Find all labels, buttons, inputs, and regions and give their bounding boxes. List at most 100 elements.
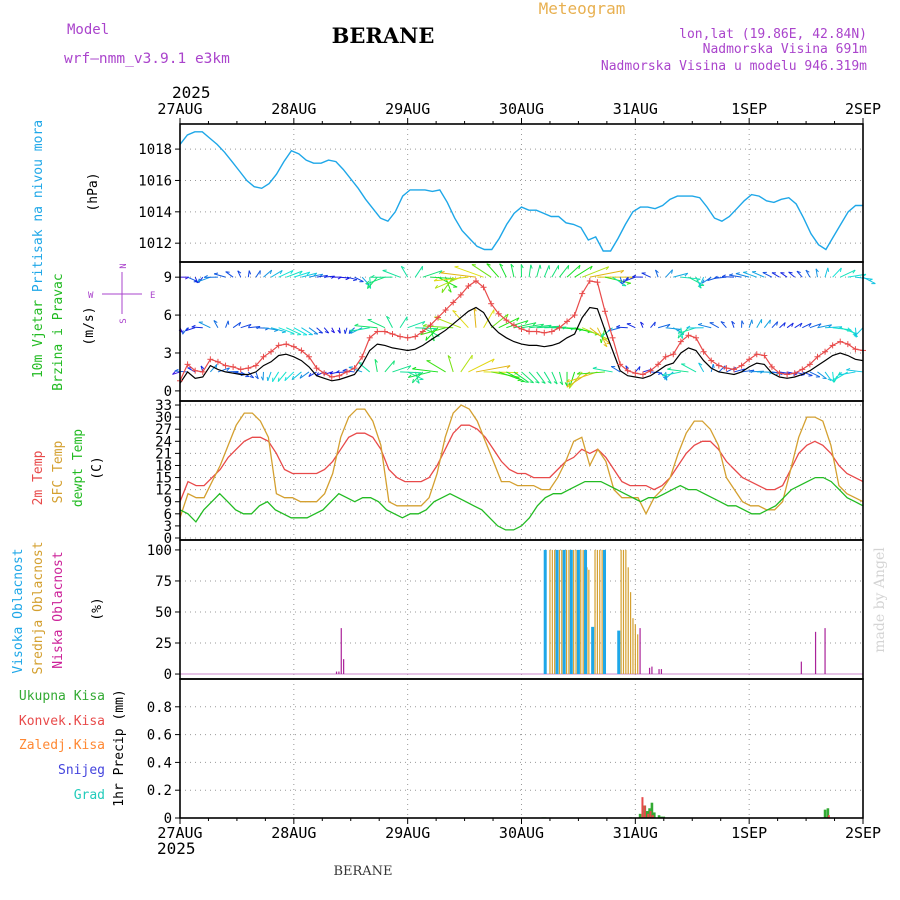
wind-arrow (779, 322, 786, 329)
conv-precip-bar (647, 813, 650, 818)
wind-arrow-head (354, 323, 359, 327)
wind-arrow-head (197, 278, 201, 283)
wind-arrow-head (769, 319, 771, 324)
wind-arrow (354, 276, 364, 283)
wind-arrow-head (412, 366, 417, 370)
conv-precip-bar (643, 805, 646, 818)
wind-arrow (454, 266, 484, 278)
total-precip-bar (823, 809, 827, 818)
wind-arrow (854, 327, 864, 337)
y-tick-label: 25 (155, 636, 172, 652)
wind-arrow-head (200, 365, 205, 370)
wind-arrow (654, 269, 659, 278)
wind-arrow (840, 269, 856, 278)
wind-arrow-head (349, 328, 354, 332)
pressure-side-label: Pritisak na nivou mora (31, 120, 46, 292)
wind-arrow-head (712, 364, 715, 369)
wind-arrow (577, 371, 606, 375)
wind-arrow-head (701, 279, 705, 284)
wind-arrow-head (491, 358, 495, 363)
axis-tick-layer: 27AUG 27AUG 28AUG 28AUG 29AUG 29AUG 30AUG 30AUG… (138, 100, 881, 842)
wind-arrow-head (269, 269, 273, 275)
wind-arrow (272, 371, 280, 383)
y-tick-label: 0.2 (147, 783, 172, 799)
wind-arrow (616, 326, 628, 329)
wind-arrow (566, 371, 591, 388)
wind-arrow-head (827, 378, 832, 382)
wind-arrow-head (337, 329, 341, 334)
wind-arrow-head (191, 324, 196, 328)
wind-arrow (198, 321, 211, 329)
y-tick-label: 27 (155, 422, 172, 438)
low-cloud-bar (335, 671, 338, 675)
wind-arrow (198, 276, 204, 284)
wind-arrow-head (667, 367, 672, 370)
grid-layer (180, 124, 863, 819)
conv-precip-bar (651, 815, 654, 818)
low-cloud-bar (814, 631, 817, 675)
wind-arrow (430, 276, 455, 280)
wind-arrow (665, 269, 673, 278)
compass-west: W (88, 291, 94, 301)
wind-arrow-head (353, 279, 358, 282)
y-tick-label: 50 (155, 605, 172, 621)
wind-arrow-head (452, 310, 457, 313)
temp-side-label-1: 2m Temp (31, 450, 46, 505)
wind-arrow-head (374, 359, 378, 363)
wind-arrow-head (330, 330, 335, 334)
wind-arrow-head (213, 272, 219, 275)
wind-arrow (420, 327, 446, 336)
wind-arrow (551, 265, 559, 278)
conv-precip-bar (641, 797, 644, 818)
wind-arrow (400, 266, 409, 278)
mid-cloud-bar (565, 549, 568, 675)
wind-arrow-head (626, 282, 631, 285)
wind-arrow-head (605, 266, 610, 271)
wind-arrow (255, 371, 259, 380)
wind-arrow-head (318, 331, 323, 334)
wind-arrow (510, 263, 515, 278)
wind-arrow-head (666, 324, 671, 328)
wind-arrow-head (655, 269, 659, 273)
wind-arrow (187, 367, 196, 373)
cloud-plot (180, 549, 863, 675)
wind-arrow (412, 368, 439, 373)
wind-arrow-head (808, 374, 813, 377)
wind-arrow (415, 327, 437, 330)
wind-arrow-head (776, 321, 779, 326)
wind-arrow-head (248, 270, 252, 275)
compass-south: S (119, 318, 129, 323)
wind-arrow (817, 324, 832, 329)
wind-arrow-head (529, 381, 534, 384)
wind-arrow-head (524, 320, 529, 324)
wind-arrow-head (227, 320, 230, 325)
wind-arrow (762, 272, 773, 278)
wind-arrow (471, 264, 492, 278)
wind-arrow-head (625, 277, 630, 281)
mid-cloud-bar (551, 549, 553, 675)
wind-arrow-head (677, 334, 680, 339)
precip-legend-conv: Konvek.Kisa (19, 714, 105, 729)
wind-arrow (382, 270, 401, 278)
wind-arrow (779, 371, 791, 375)
wind-arrow (794, 322, 803, 329)
low-cloud-bar (639, 628, 641, 675)
wind-arrow-head (421, 321, 426, 325)
wind-arrow-head (277, 377, 280, 382)
mid-cloud-bar (568, 549, 570, 675)
wind-arrow (301, 327, 313, 336)
y-tick-label: 0.4 (147, 755, 172, 771)
wind-arrow (263, 327, 279, 331)
wind-arrow (187, 276, 198, 283)
wind-arrow-head (796, 270, 801, 274)
precip-unit-label: 1hr Precip (mm) (112, 689, 127, 806)
wind-arrow (182, 327, 188, 335)
x-tick-label-bottom: 30AUG (499, 824, 544, 842)
y-tick-label: 9 (164, 270, 172, 286)
wind-arrow-head (707, 277, 711, 281)
wind-arrow (751, 271, 765, 278)
wind-arrow-head (284, 376, 287, 381)
wind-arrow-head (433, 278, 438, 282)
wind-arrow-head (671, 269, 673, 274)
